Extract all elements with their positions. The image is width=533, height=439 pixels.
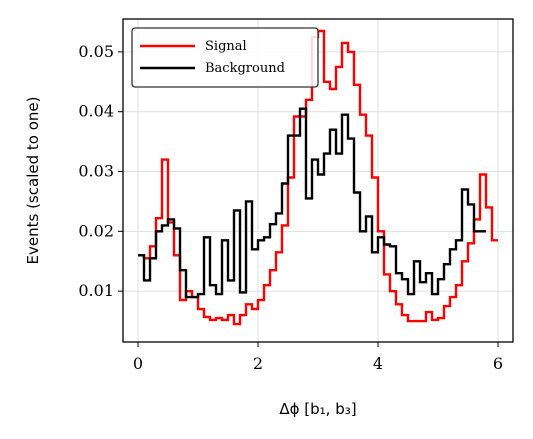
x-axis-label: Δϕ [b₁, b₃] — [279, 400, 356, 418]
y-tick-label: 0.04 — [78, 102, 114, 121]
x-tick-label: 4 — [373, 354, 383, 373]
y-tick-label: 0.01 — [78, 281, 114, 300]
legend-label: Background — [205, 61, 285, 76]
legend-label: Signal — [205, 39, 247, 54]
x-tick-label: 0 — [133, 354, 143, 373]
x-tick-label: 6 — [493, 354, 503, 373]
plot-frame — [122, 18, 514, 343]
x-tick-label: 2 — [253, 354, 263, 373]
y-tick-label: 0.05 — [78, 42, 114, 61]
y-tick-label: 0.03 — [78, 162, 114, 181]
y-tick-label: 0.02 — [78, 221, 114, 240]
y-axis-label: Events (scaled to one) — [24, 97, 42, 265]
legend: Signal Background — [131, 27, 319, 88]
ticks: 0 2 4 6 0.01 0.02 0.03 0.04 0.05 — [78, 42, 503, 373]
series-background — [138, 107, 486, 299]
legend-box — [131, 27, 319, 88]
